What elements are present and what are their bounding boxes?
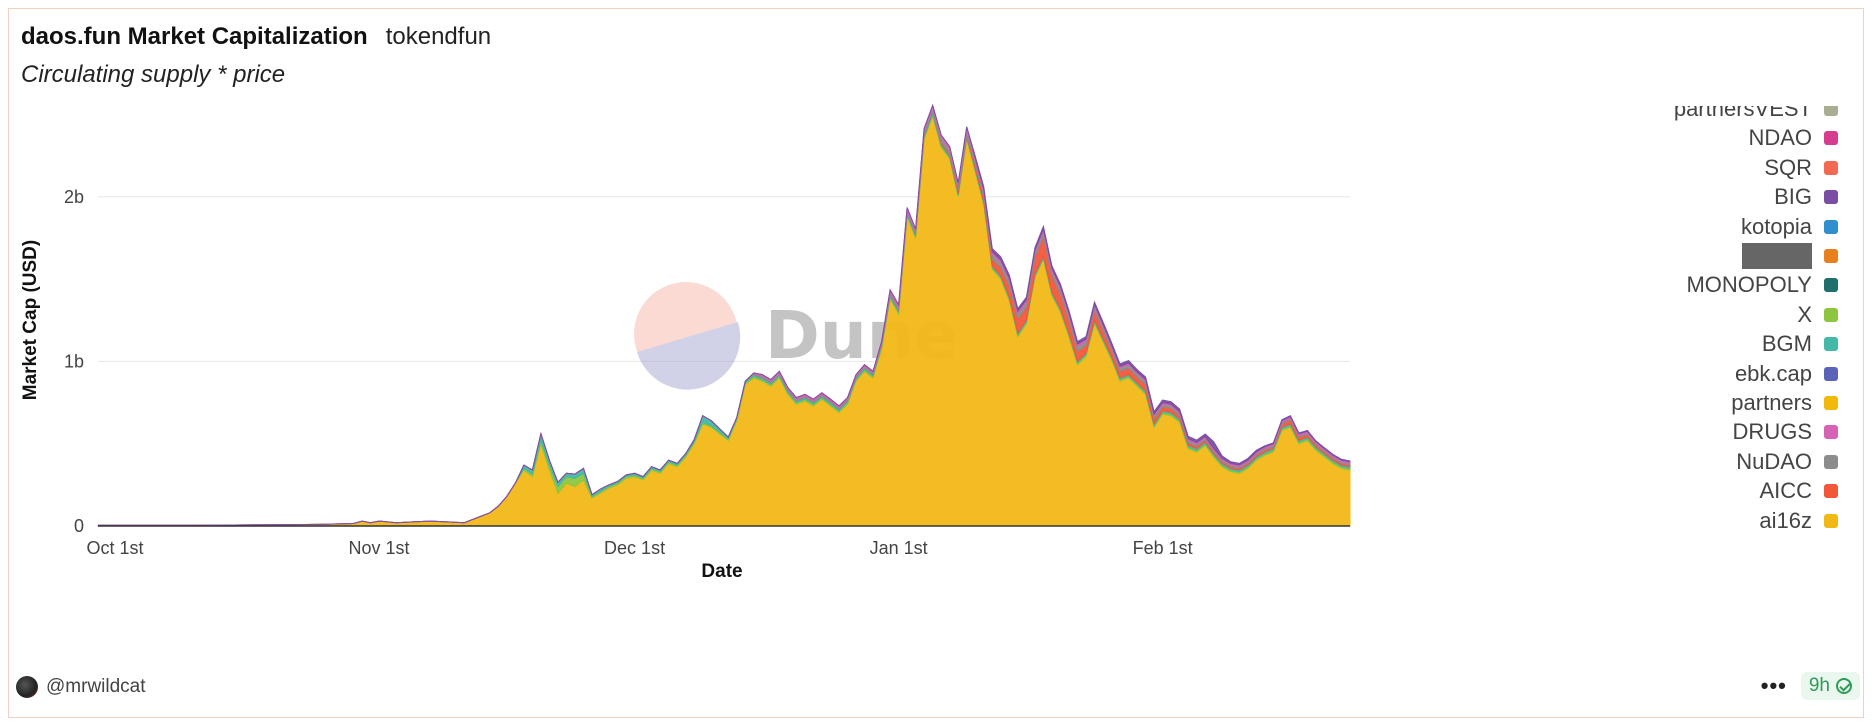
refresh-age: 9h — [1808, 675, 1830, 696]
query-name[interactable]: tokendfun — [385, 23, 492, 50]
x-axis-title: Date — [701, 561, 742, 582]
avatar — [16, 676, 38, 698]
legend-swatch — [1824, 454, 1838, 469]
legend-swatch — [1824, 278, 1838, 293]
chart-title[interactable]: daos.fun Market Capitalization — [21, 23, 368, 50]
legend-item[interactable]: AICC — [1759, 476, 1838, 506]
x-tick-label: Nov 1st — [349, 538, 410, 558]
chart-legend[interactable]: partnersVEST NDAO SQR BIG kotopia MONOPOLY X BG… — [1640, 106, 1850, 636]
x-tick-label: Dec 1st — [604, 538, 665, 558]
legend-item[interactable]: BGM — [1762, 329, 1838, 359]
legend-label: NuDAO — [1736, 448, 1812, 474]
legend-swatch — [1824, 190, 1838, 205]
legend-item[interactable] — [1742, 241, 1838, 271]
legend-label: AICC — [1759, 478, 1812, 504]
legend-item[interactable]: ebk.cap — [1735, 359, 1838, 389]
legend-label: MONOPOLY — [1686, 272, 1812, 298]
legend-item[interactable]: NDAO — [1748, 123, 1838, 153]
legend-label: kotopia — [1741, 213, 1812, 239]
y-tick-label: 0 — [74, 516, 84, 536]
legend-item[interactable]: kotopia — [1741, 212, 1838, 242]
legend-label: NDAO — [1748, 125, 1812, 151]
legend-swatch — [1824, 160, 1838, 175]
legend-redacted-label — [1742, 243, 1812, 269]
chart-subtitle: Circulating supply * price — [21, 61, 286, 88]
legend-item[interactable]: MONOPOLY — [1686, 270, 1838, 300]
author-name: @mrwildcat — [46, 676, 146, 697]
y-tick-label: 1b — [64, 351, 84, 371]
legend-swatch — [1824, 249, 1838, 263]
legend-item[interactable]: NuDAO — [1736, 447, 1838, 477]
legend-item[interactable]: DRUGS — [1733, 417, 1838, 447]
legend-label: SQR — [1764, 154, 1812, 180]
legend-item[interactable]: ai16z — [1759, 506, 1838, 536]
legend-label: partners — [1731, 390, 1812, 415]
legend-swatch — [1824, 131, 1838, 146]
x-tick-label: Oct 1st — [87, 538, 144, 558]
legend-swatch — [1824, 425, 1838, 440]
legend-item[interactable]: BIG — [1774, 182, 1838, 212]
legend-item[interactable]: partnersVEST — [1674, 106, 1838, 124]
area-series-big — [98, 103, 1351, 526]
legend-label: ebk.cap — [1734, 360, 1812, 386]
legend-swatch — [1824, 307, 1838, 322]
x-tick-label: Feb 1st — [1133, 538, 1193, 558]
legend-swatch — [1824, 366, 1838, 381]
watermark-logo-half — [637, 322, 741, 390]
legend-label: BGM — [1761, 331, 1812, 357]
check-circle-icon — [1836, 678, 1852, 694]
legend-label: partnersVEST — [1673, 106, 1812, 121]
legend-swatch — [1824, 106, 1838, 116]
legend-item[interactable]: partners — [1731, 388, 1838, 418]
footer-actions: ••• 9h — [1761, 672, 1860, 700]
legend-label: ai16z — [1759, 507, 1812, 533]
legend-swatch — [1824, 219, 1838, 234]
chart-header: daos.fun Market Capitalization tokendfun… — [21, 23, 491, 89]
legend-label: X — [1797, 301, 1812, 327]
legend-label: DRUGS — [1732, 419, 1812, 445]
legend-item[interactable]: SQR — [1764, 153, 1838, 183]
legend-label: BIG — [1774, 184, 1812, 210]
y-tick-label: 2b — [64, 187, 84, 207]
legend-item[interactable]: X — [1797, 300, 1838, 330]
legend-swatch — [1824, 337, 1838, 352]
refresh-status-badge[interactable]: 9h — [1800, 672, 1860, 700]
author-link[interactable]: @mrwildcat — [16, 676, 146, 698]
more-options-button[interactable]: ••• — [1760, 673, 1787, 698]
legend-swatch — [1824, 396, 1838, 410]
y-axis-title: Market Cap (USD) — [20, 240, 41, 400]
legend-swatch — [1824, 484, 1838, 499]
legend-swatch — [1824, 513, 1838, 528]
x-tick-label: Jan 1st — [870, 538, 928, 558]
